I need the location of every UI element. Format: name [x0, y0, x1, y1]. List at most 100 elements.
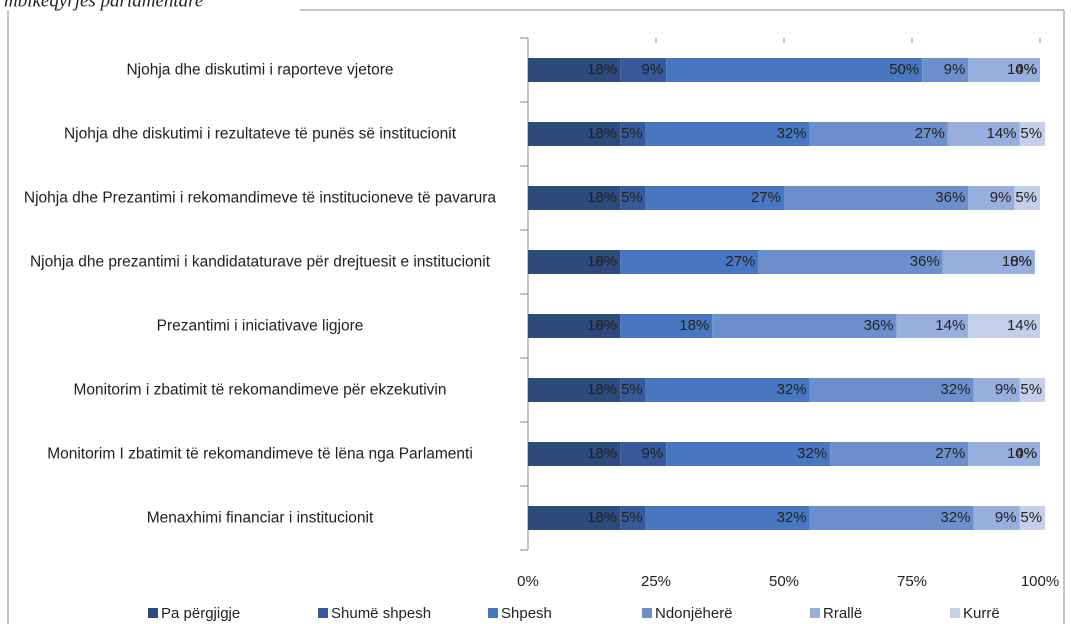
- bar-segment: [620, 506, 646, 530]
- data-label: 18%: [587, 509, 617, 526]
- data-label: 0%: [1010, 253, 1032, 270]
- legend-label: Rrallë: [823, 605, 862, 622]
- data-label: 32%: [777, 125, 807, 142]
- bar-segment: [620, 378, 646, 402]
- legend-swatch: [642, 608, 652, 618]
- bar-segment: [968, 58, 1040, 82]
- bar-segment: [712, 314, 897, 338]
- data-label: 5%: [1020, 125, 1042, 142]
- legend-label: Ndonjëherë: [655, 605, 733, 622]
- data-label: 36%: [910, 253, 940, 270]
- bar-segment: [809, 506, 974, 530]
- bar-segment: [968, 186, 1015, 210]
- data-label: 14%: [1007, 445, 1037, 462]
- data-label: 18%: [679, 317, 709, 334]
- bar-segment: [830, 442, 969, 466]
- bar-segment: [620, 122, 646, 146]
- bar-segment: [947, 122, 1020, 146]
- data-label: 9%: [944, 61, 966, 78]
- legend-label: Kurrë: [963, 605, 1000, 622]
- bar-segment: [666, 58, 923, 82]
- data-label: 5%: [621, 509, 643, 526]
- bar-segment: [528, 250, 621, 274]
- bar-segment: [942, 250, 1035, 274]
- bar-segment: [968, 442, 1040, 466]
- data-label: 0%: [1015, 61, 1037, 78]
- legend-label: Pa përgjigje: [161, 605, 240, 622]
- bar-segment: [896, 314, 969, 338]
- bar-segment: [922, 58, 969, 82]
- category-label: Monitorim I zbatimit të rekomandimeve të…: [47, 445, 473, 463]
- bar-segment: [620, 250, 759, 274]
- bar-segment: [809, 378, 974, 402]
- data-label: 50%: [889, 61, 919, 78]
- data-label: 18%: [587, 317, 617, 334]
- data-label: 0%: [1015, 445, 1037, 462]
- bar-segment: [620, 186, 646, 210]
- legend-swatch: [148, 608, 158, 618]
- bar-segment: [645, 186, 784, 210]
- data-label: 32%: [797, 445, 827, 462]
- data-label: 14%: [1007, 61, 1037, 78]
- category-label: Njohja dhe prezantimi i kandidataturave …: [29, 253, 491, 271]
- x-tick-label: 75%: [897, 573, 927, 590]
- data-label: 9%: [995, 381, 1017, 398]
- x-tick-label: 25%: [641, 573, 671, 590]
- bar-segment: [809, 122, 948, 146]
- chart-title: mbikëqyrjes parlamentare: [4, 0, 203, 11]
- bar-segment: [1019, 122, 1046, 146]
- bar-segment: [1014, 186, 1040, 210]
- data-label: 27%: [725, 253, 755, 270]
- bar-segment: [973, 506, 1020, 530]
- data-label: 32%: [777, 509, 807, 526]
- legend-label: Shpesh: [501, 605, 552, 622]
- bar-segment: [973, 378, 1020, 402]
- legend-swatch: [950, 608, 960, 618]
- data-label: 5%: [621, 189, 643, 206]
- bar-segment: [968, 314, 1040, 338]
- data-label: 27%: [751, 189, 781, 206]
- data-label: 18%: [587, 189, 617, 206]
- x-tick-label: 0%: [517, 573, 539, 590]
- category-label: Njohja dhe diskutimi i raporteve vjetore: [126, 61, 394, 79]
- data-label: 5%: [621, 125, 643, 142]
- bar-segment: [528, 314, 621, 338]
- data-label: 14%: [986, 125, 1016, 142]
- bar-segment: [645, 378, 810, 402]
- bar-segment: [528, 442, 621, 466]
- data-label: 5%: [1020, 381, 1042, 398]
- data-label: 18%: [1002, 253, 1032, 270]
- x-tick-label: 50%: [769, 573, 799, 590]
- data-label: 27%: [935, 445, 965, 462]
- data-label: 32%: [940, 509, 970, 526]
- legend-swatch: [488, 608, 498, 618]
- bar-segment: [528, 122, 621, 146]
- data-label: 18%: [587, 381, 617, 398]
- category-label: Prezantimi i iniciativave ligjore: [156, 317, 364, 335]
- bar-segment: [645, 506, 810, 530]
- bar-segment: [784, 186, 969, 210]
- bar-segment: [1019, 506, 1046, 530]
- bar-segment: [620, 314, 713, 338]
- category-label: Njohja dhe Prezantimi i rekomandimeve të…: [23, 189, 497, 207]
- legend-label: Shumë shpesh: [331, 605, 431, 622]
- data-label: 9%: [642, 61, 664, 78]
- data-label: 5%: [1020, 509, 1042, 526]
- data-label: 9%: [995, 509, 1017, 526]
- data-label: 18%: [587, 253, 617, 270]
- data-label: 32%: [777, 381, 807, 398]
- bar-segment: [528, 378, 621, 402]
- data-label: 18%: [587, 445, 617, 462]
- bar-segment: [758, 250, 943, 274]
- data-label: 18%: [587, 61, 617, 78]
- data-label: 36%: [935, 189, 965, 206]
- data-label: 14%: [935, 317, 965, 334]
- category-label: Njohja dhe diskutimi i rezultateve të pu…: [63, 125, 456, 143]
- bar-segment: [1019, 378, 1046, 402]
- data-label: 5%: [1015, 189, 1037, 206]
- bar-segment: [528, 506, 621, 530]
- legend-swatch: [810, 608, 820, 618]
- data-label: 9%: [642, 445, 664, 462]
